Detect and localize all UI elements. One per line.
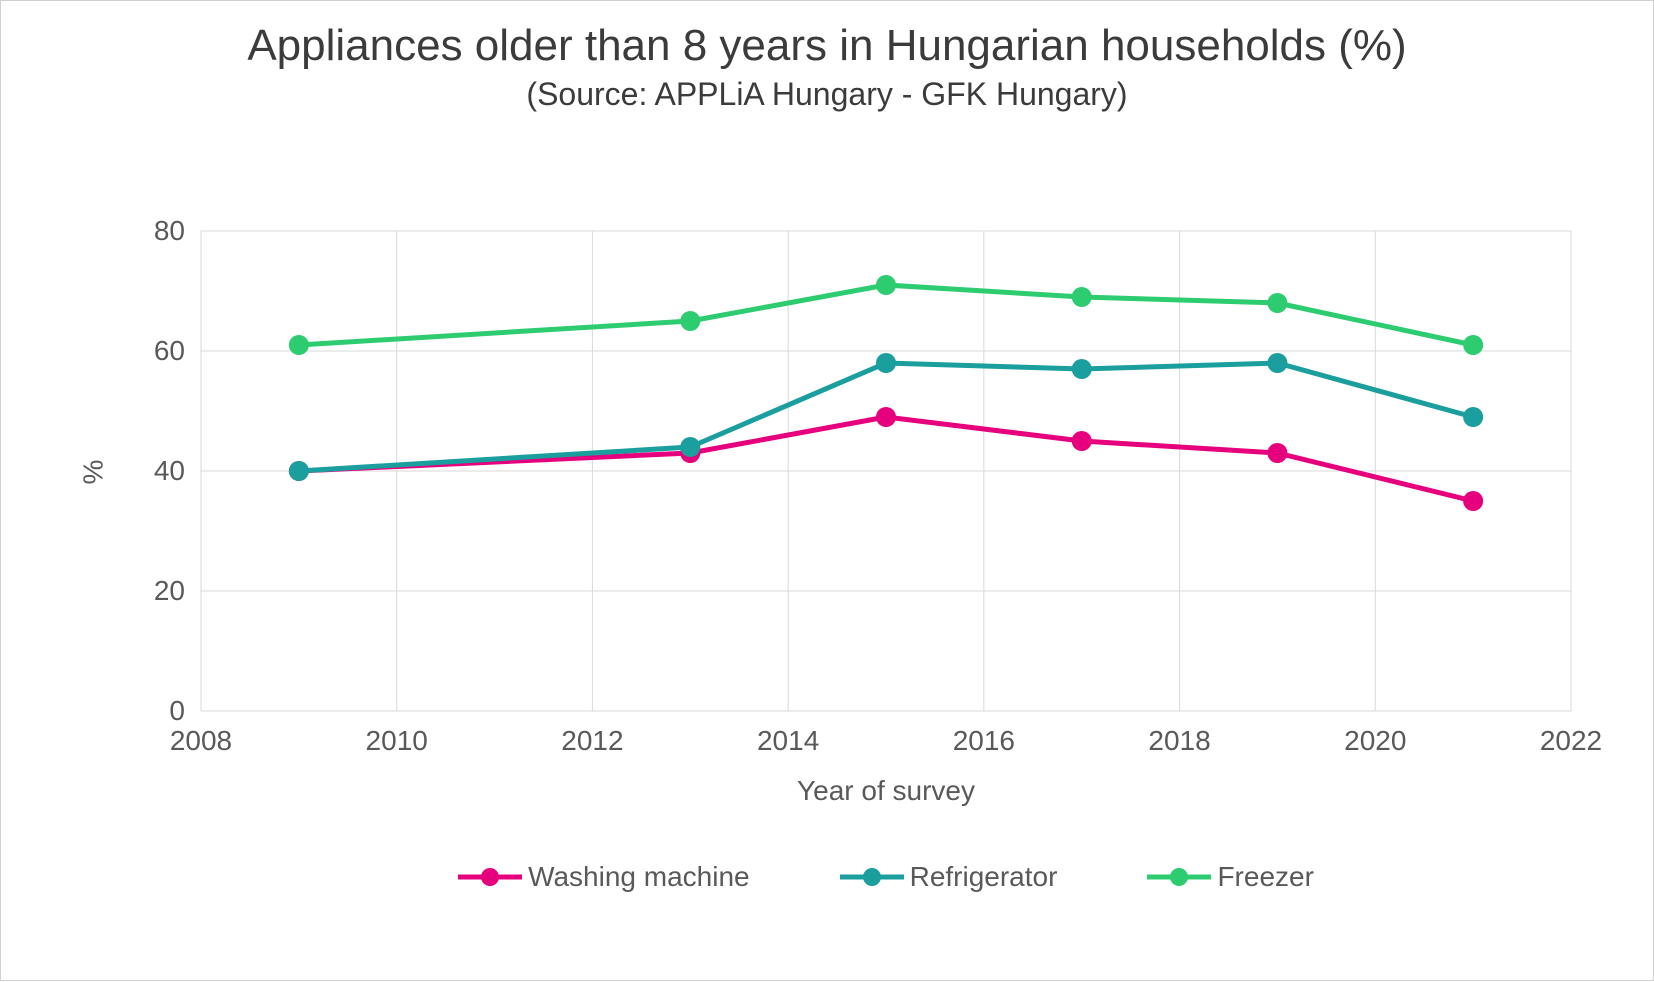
series-marker: [1267, 293, 1287, 313]
series-marker: [1267, 443, 1287, 463]
y-tick-label: 60: [154, 335, 185, 367]
series-marker: [680, 311, 700, 331]
series-marker: [1072, 431, 1092, 451]
y-tick-label: 80: [154, 215, 185, 247]
legend-label: Freezer: [1217, 861, 1313, 893]
series-marker: [876, 275, 896, 295]
series-marker: [1463, 335, 1483, 355]
x-tick-label: 2014: [753, 725, 823, 757]
x-tick-label: 2008: [166, 725, 236, 757]
legend-marker-icon: [840, 867, 904, 887]
series-marker: [1267, 353, 1287, 373]
series-marker: [289, 335, 309, 355]
legend-label: Refrigerator: [910, 861, 1058, 893]
x-tick-label: 2020: [1340, 725, 1410, 757]
legend-marker-icon: [458, 867, 522, 887]
legend-item: Washing machine: [458, 861, 750, 893]
x-tick-label: 2018: [1145, 725, 1215, 757]
x-tick-label: 2022: [1536, 725, 1606, 757]
series-marker: [876, 407, 896, 427]
x-tick-label: 2012: [557, 725, 627, 757]
chart-plot-area: [1, 1, 1654, 982]
x-axis-label: Year of survey: [201, 775, 1571, 807]
legend-item: Refrigerator: [840, 861, 1058, 893]
series-marker: [876, 353, 896, 373]
x-tick-label: 2016: [949, 725, 1019, 757]
series-marker: [289, 461, 309, 481]
chart-legend: Washing machine Refrigerator Freezer: [201, 861, 1571, 893]
series-marker: [1463, 491, 1483, 511]
series-marker: [1072, 359, 1092, 379]
legend-marker-icon: [1147, 867, 1211, 887]
y-tick-label: 0: [169, 695, 185, 727]
y-tick-label: 40: [154, 455, 185, 487]
chart-frame: Appliances older than 8 years in Hungari…: [0, 0, 1654, 981]
series-marker: [1072, 287, 1092, 307]
series-marker: [1463, 407, 1483, 427]
legend-item: Freezer: [1147, 861, 1313, 893]
series-marker: [680, 437, 700, 457]
y-tick-label: 20: [154, 575, 185, 607]
legend-label: Washing machine: [528, 861, 750, 893]
x-tick-label: 2010: [362, 725, 432, 757]
